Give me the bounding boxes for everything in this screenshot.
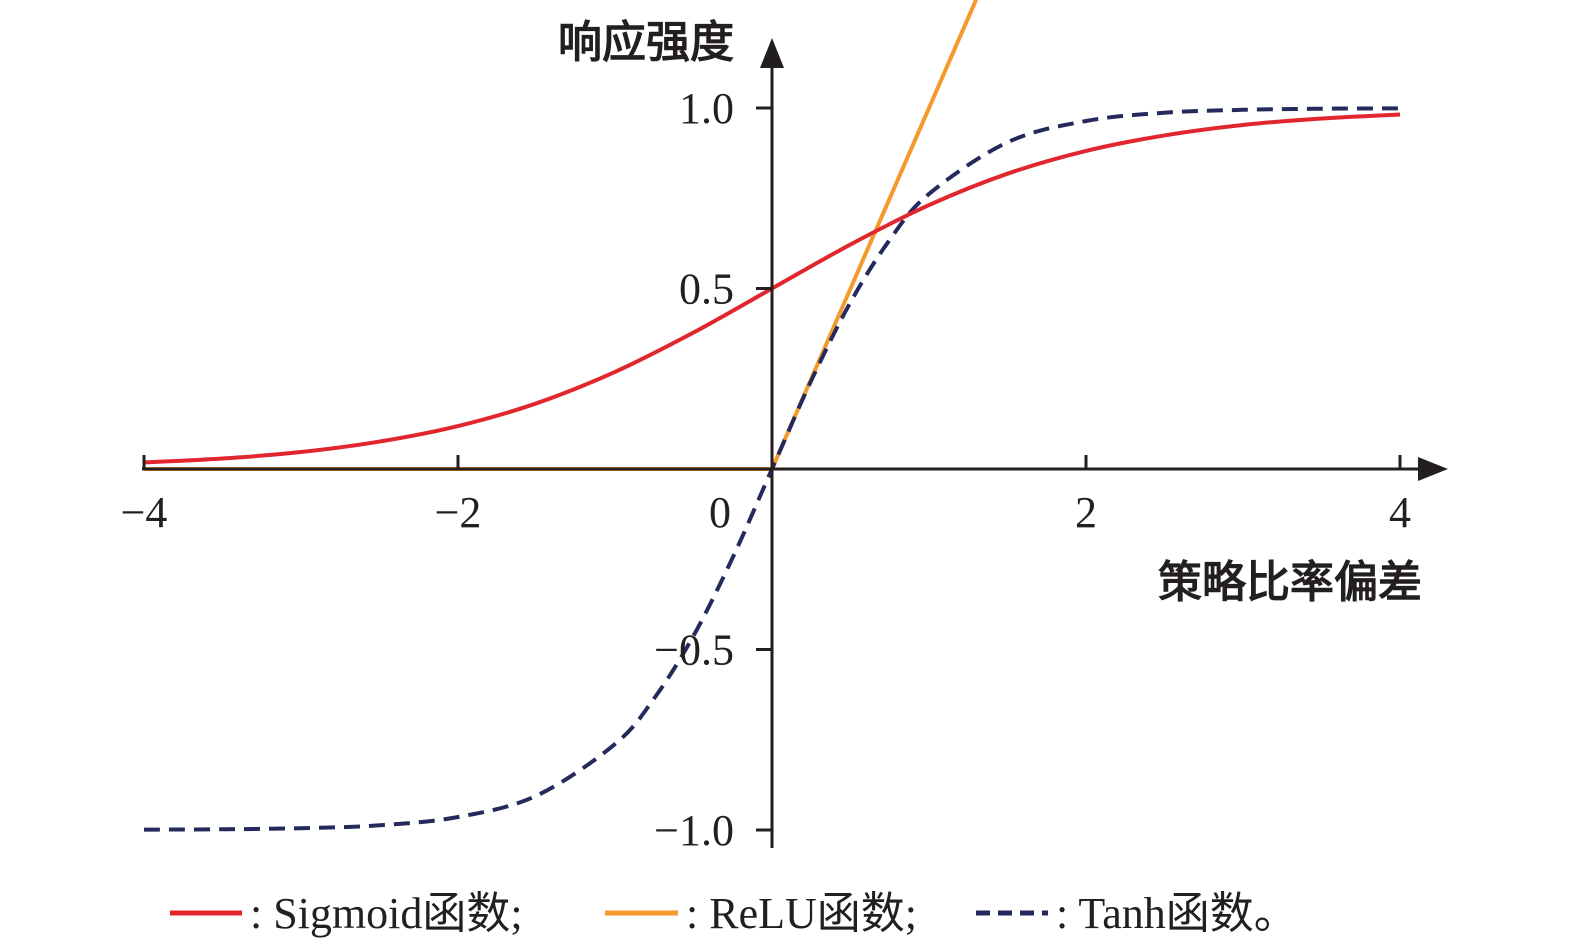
y-tick-label: 1.0: [679, 84, 734, 133]
y-axis-title: 响应强度: [558, 17, 734, 68]
legend-label-tanh: : Tanh函数。: [1056, 889, 1298, 938]
y-axis-arrow: [760, 38, 784, 68]
x-tick-label: 4: [1389, 488, 1411, 537]
x-tick-label: −2: [435, 488, 482, 537]
x-axis-title: 策略比率偏差: [1158, 557, 1422, 608]
y-tick-label: −1.0: [654, 806, 734, 855]
x-tick-label: 2: [1075, 488, 1097, 537]
legend-label-sigmoid: : Sigmoid函数;: [250, 889, 523, 938]
x-tick-label: 0: [709, 488, 731, 537]
x-tick-label: −4: [121, 488, 168, 537]
series-line-relu: [144, 0, 978, 471]
legend-label-relu: : ReLU函数;: [686, 889, 917, 938]
axes-layer: [142, 38, 1448, 848]
y-tick-label: 0.5: [679, 265, 734, 314]
legend: : Sigmoid函数; : ReLU函数; : Tanh函数。: [170, 889, 1298, 938]
x-axis-arrow: [1418, 457, 1448, 481]
y-tick-label: −0.5: [654, 626, 734, 675]
